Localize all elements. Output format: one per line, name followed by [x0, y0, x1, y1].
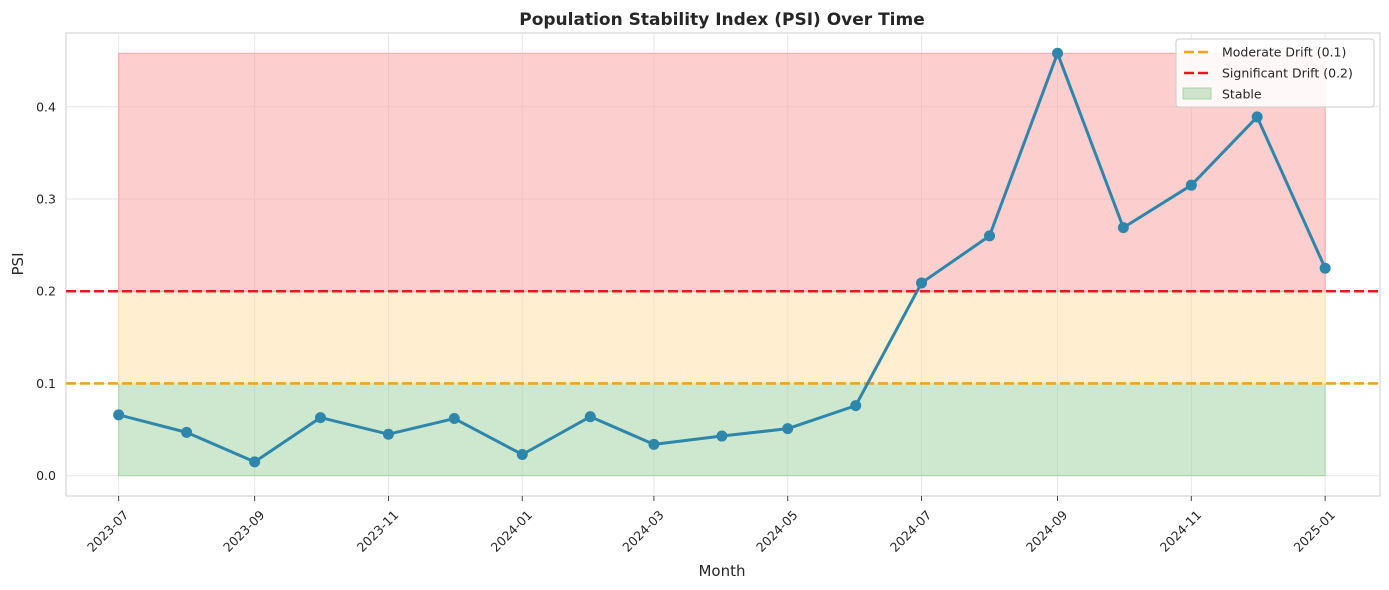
- legend: Moderate Drift (0.1) Significant Drift (0…: [1175, 38, 1375, 108]
- psi-point: [1052, 47, 1064, 59]
- y-tick-label: 0.0: [36, 468, 56, 483]
- x-tick-label: 2024-01: [488, 507, 536, 555]
- x-tick-label: 2024-09: [1023, 507, 1071, 555]
- threshold-band-2: [118, 52, 1326, 292]
- psi-point: [1117, 222, 1129, 234]
- psi-point: [516, 448, 528, 460]
- y-axis-ticks: 0.0 0.1 0.2 0.3 0.4: [36, 99, 56, 483]
- psi-point: [1251, 111, 1263, 123]
- threshold-lines: [66, 289, 1380, 385]
- psi-point: [648, 438, 660, 450]
- x-tick-label: 2024-07: [887, 507, 935, 555]
- y-tick-label: 0.3: [36, 192, 56, 207]
- x-tick-label: 2023-09: [220, 507, 268, 555]
- legend-label-0: Moderate Drift (0.1): [1222, 45, 1346, 60]
- x-tick-label: 2024-11: [1157, 507, 1205, 555]
- chart-title: Population Stability Index (PSI) Over Ti…: [519, 10, 925, 30]
- legend-box: [1175, 38, 1375, 108]
- psi-point: [850, 400, 862, 412]
- y-tick-label: 0.2: [36, 284, 56, 299]
- x-axis-label: Month: [698, 562, 745, 580]
- psi-point: [448, 413, 460, 425]
- psi-point: [584, 411, 596, 423]
- x-tick-label: 2023-11: [354, 507, 402, 555]
- legend-label-stable: Stable: [1222, 87, 1262, 102]
- x-tick-label: 2024-05: [753, 507, 801, 555]
- psi-point: [249, 456, 261, 468]
- x-tick-label: 2023-07: [84, 507, 132, 555]
- psi-point: [716, 430, 728, 442]
- psi-point: [1185, 179, 1197, 191]
- legend-swatch-stable: [1182, 87, 1212, 100]
- legend-label-1: Significant Drift (0.2): [1222, 66, 1353, 81]
- psi-point: [113, 409, 125, 421]
- x-tick-label: 2025-01: [1291, 507, 1339, 555]
- psi-point: [916, 277, 928, 289]
- y-tick-label: 0.4: [36, 99, 56, 114]
- threshold-bands: [118, 52, 1326, 477]
- psi-point: [1319, 262, 1331, 274]
- y-axis-label: PSI: [9, 253, 27, 276]
- x-axis-ticks: 2023-07 2023-09 2023-11 2024-01 2024-03 2024-…: [84, 496, 1338, 555]
- psi-point: [382, 428, 394, 440]
- psi-series: [113, 47, 1331, 468]
- threshold-band-1: [118, 290, 1326, 384]
- y-tick-label: 0.1: [36, 376, 56, 391]
- psi-point: [984, 230, 996, 242]
- psi-point: [181, 426, 193, 438]
- x-tick-label: 2024-03: [619, 507, 667, 555]
- psi-point: [314, 412, 326, 424]
- psi-point: [782, 423, 794, 435]
- threshold-band-0: [118, 382, 1326, 477]
